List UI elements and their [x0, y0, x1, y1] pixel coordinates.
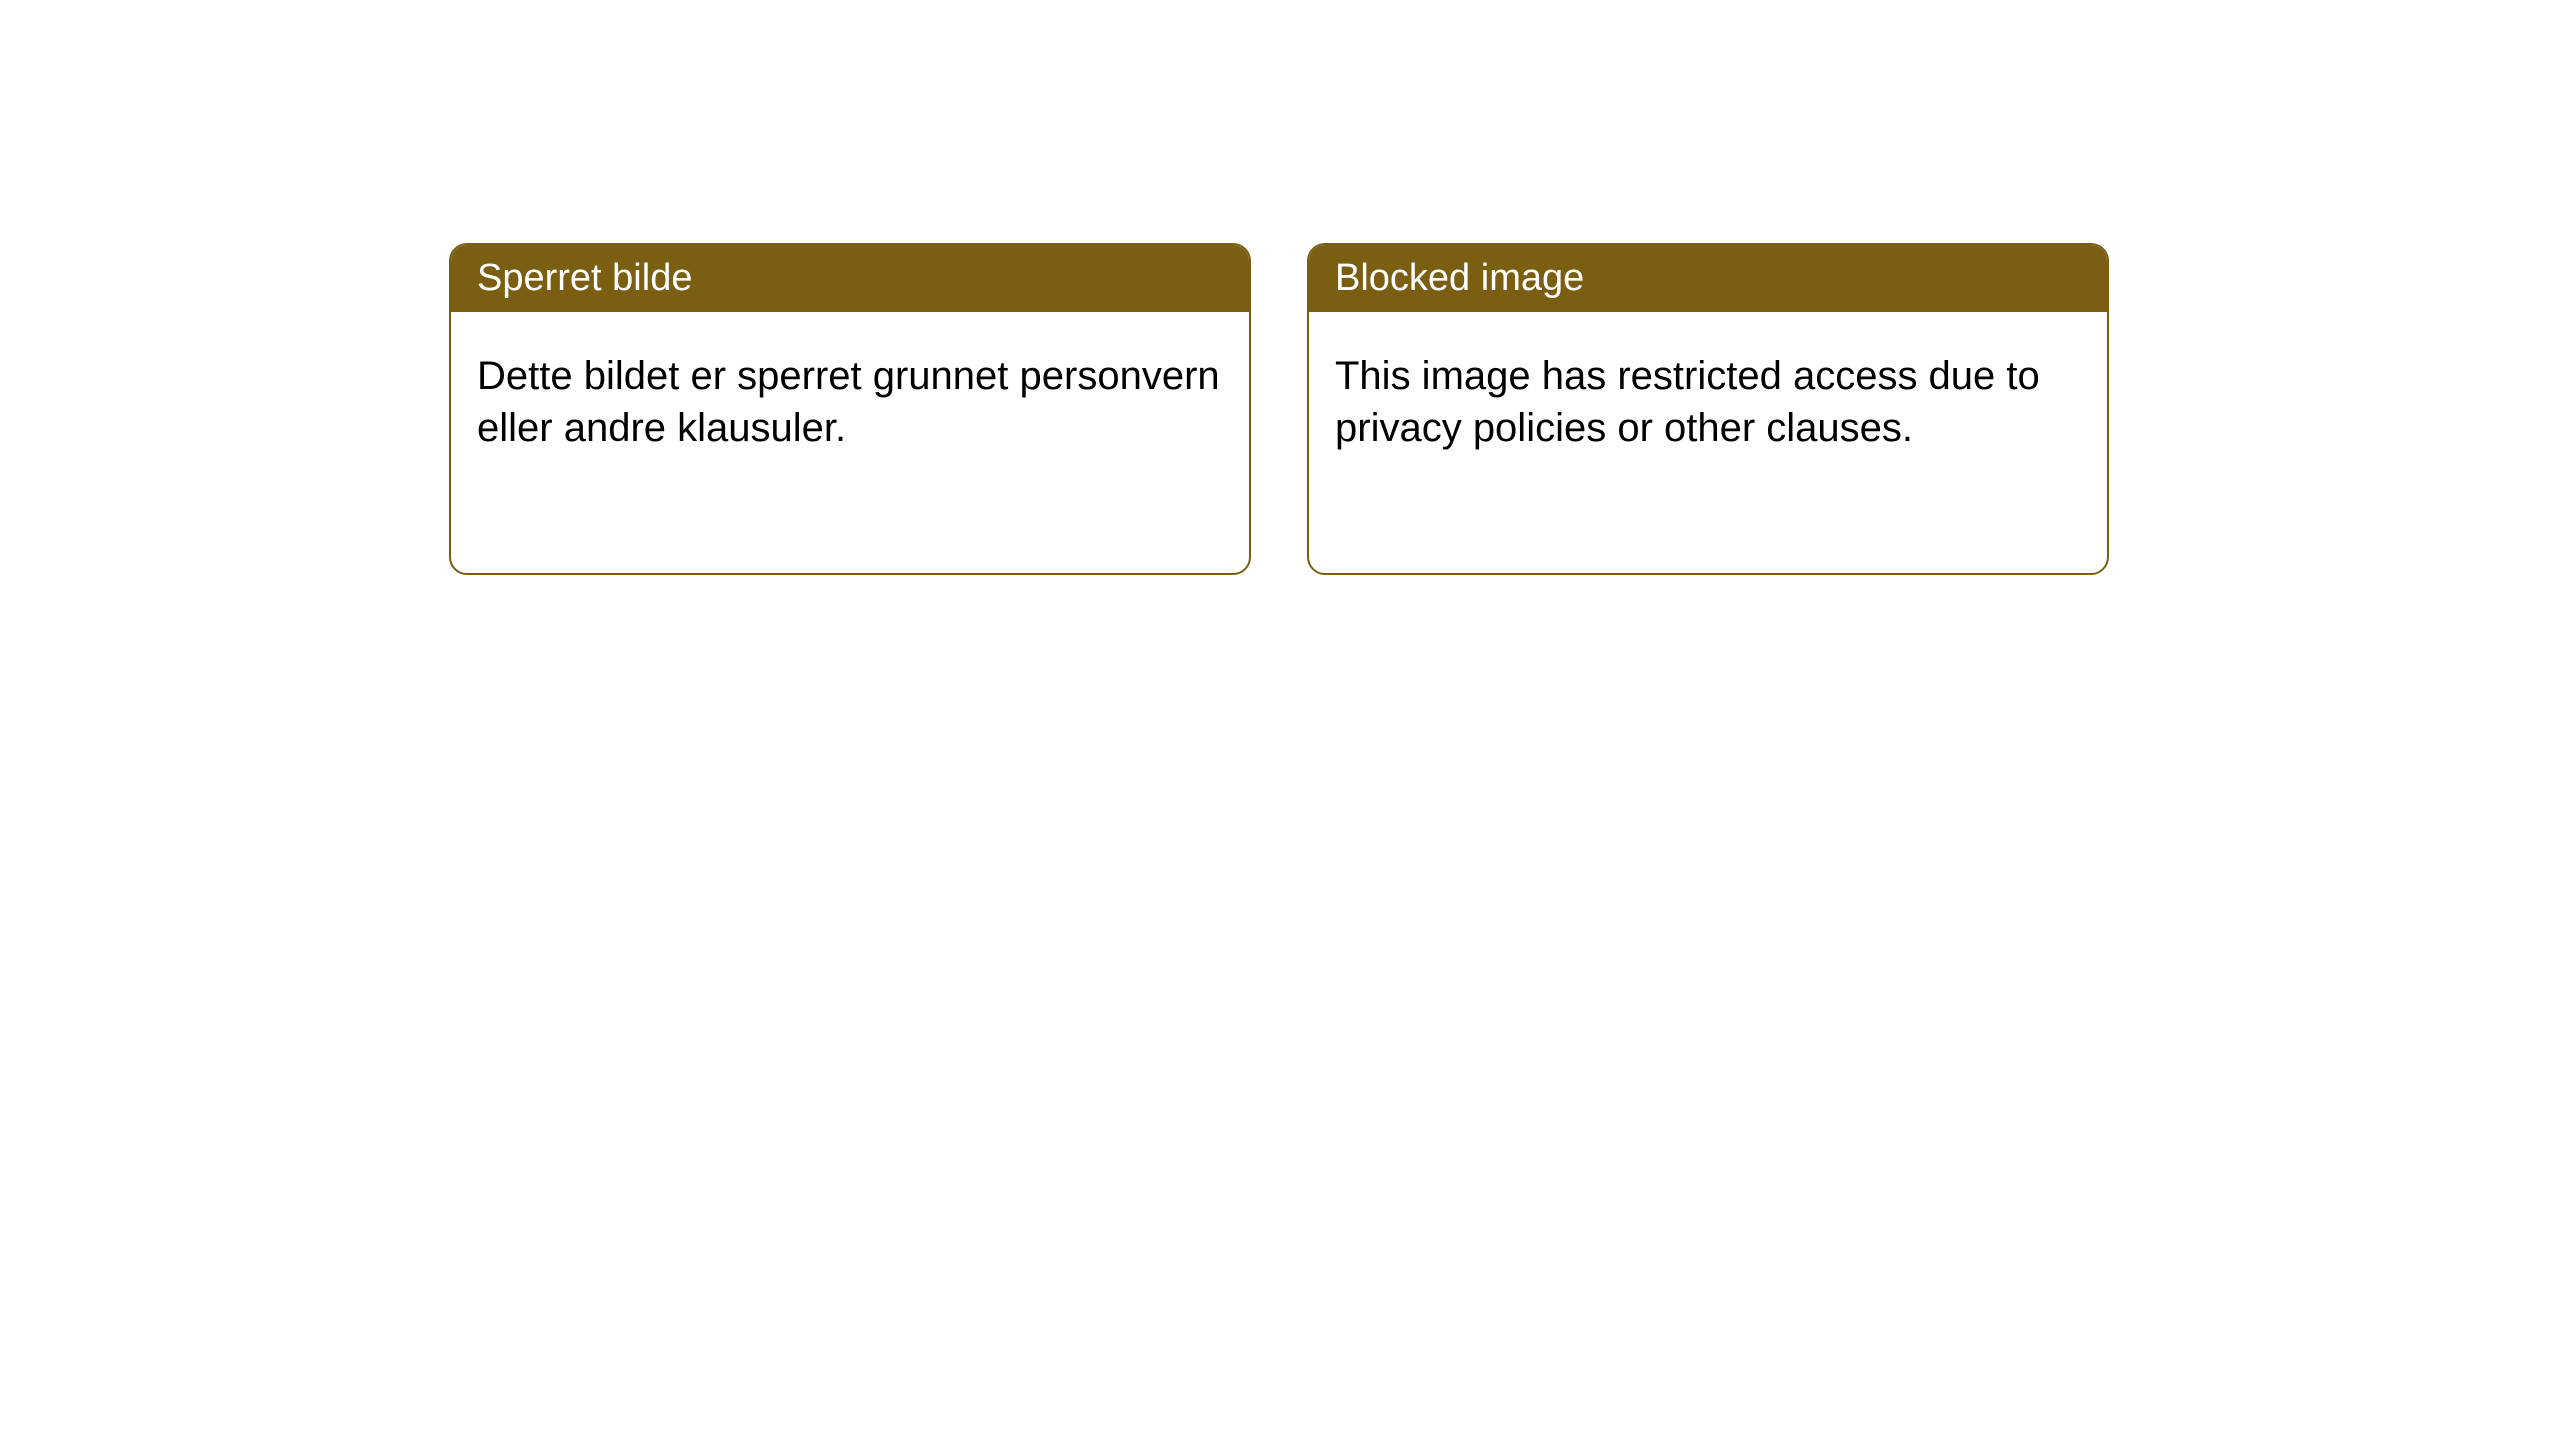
notice-card-norwegian: Sperret bilde Dette bildet er sperret gr… — [449, 243, 1251, 575]
notice-card-english: Blocked image This image has restricted … — [1307, 243, 2109, 575]
notice-card-body: This image has restricted access due to … — [1309, 312, 2107, 492]
notice-card-title: Blocked image — [1309, 245, 2107, 312]
notice-card-title: Sperret bilde — [451, 245, 1249, 312]
notice-card-body: Dette bildet er sperret grunnet personve… — [451, 312, 1249, 492]
notice-container: Sperret bilde Dette bildet er sperret gr… — [449, 243, 2109, 575]
